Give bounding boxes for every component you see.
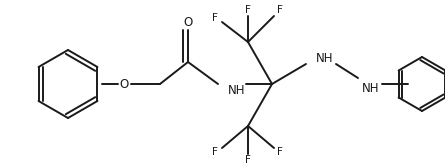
Text: F: F (245, 155, 251, 165)
Text: O: O (119, 77, 129, 91)
Text: F: F (277, 5, 283, 15)
Text: F: F (277, 147, 283, 157)
Text: O: O (183, 15, 193, 29)
Text: NH: NH (316, 52, 333, 65)
Text: NH: NH (362, 81, 380, 94)
Text: F: F (212, 147, 218, 157)
Text: F: F (212, 13, 218, 23)
Text: NH: NH (228, 83, 246, 96)
Text: F: F (245, 5, 251, 15)
